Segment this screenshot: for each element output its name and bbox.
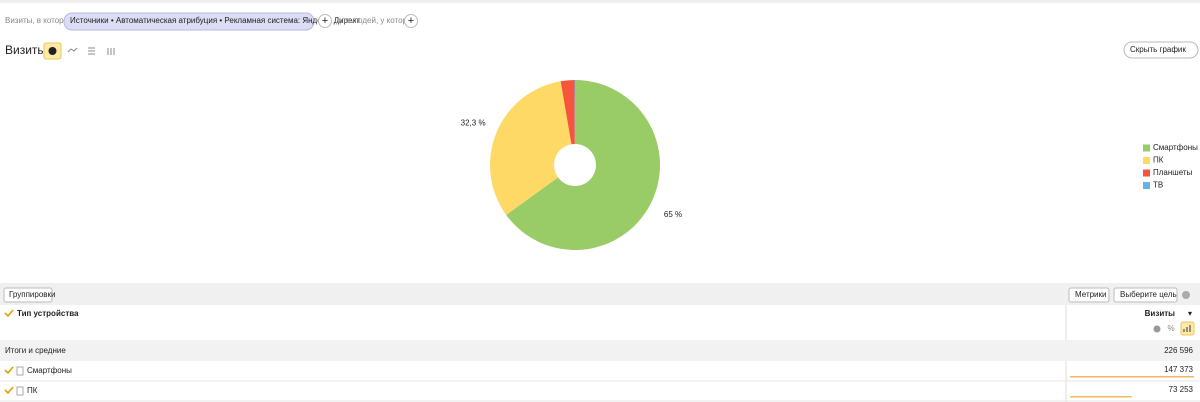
value-bar (1070, 376, 1194, 378)
filter-prefix: Визиты, в которых (5, 16, 73, 25)
filter-chip[interactable] (63, 12, 315, 31)
top-edge (0, 0, 1200, 3)
goal-text: Выберите цель (1120, 290, 1177, 299)
table-rows: Смартфоны 147 373 ПК 73 253 (0, 365, 1200, 402)
report-title: Визиты (5, 43, 46, 57)
device-icon (16, 386, 24, 396)
legend: Смартфоны ПК Планшеты ТВ (1143, 143, 1198, 190)
legend-swatch (1143, 144, 1150, 152)
area-view-button[interactable] (88, 47, 95, 55)
filter-suffix: для людей, у которых (336, 16, 417, 25)
value-bar (1070, 396, 1132, 398)
legend-swatch (1143, 182, 1150, 189)
legend-label: ТВ (1153, 181, 1163, 190)
metrics-button[interactable] (1068, 287, 1110, 303)
add-button[interactable] (404, 14, 418, 28)
table-toolbar (0, 283, 1200, 305)
pie-slice (506, 80, 661, 251)
pie-slice (560, 80, 575, 145)
groupings-text: Группировки (9, 290, 56, 299)
checkbox[interactable] (4, 309, 14, 318)
legend-label: Планшеты (1153, 168, 1193, 177)
legend-label: ПК (1153, 156, 1164, 165)
pie-toggle[interactable] (1153, 325, 1161, 333)
sort-arrow[interactable]: ▾ (1188, 309, 1192, 318)
dimension-header: Тип устройства (17, 309, 79, 318)
pie-icon (48, 47, 57, 55)
settings-icon[interactable] (1182, 291, 1190, 299)
hide-chart-button[interactable] (1123, 41, 1199, 59)
row-name: Смартфоны (27, 366, 72, 375)
checkbox[interactable] (4, 366, 14, 375)
pie-slice (574, 80, 575, 145)
plus: + (408, 15, 414, 27)
totals-label: Итоги и средние (5, 346, 66, 355)
device-icon (16, 366, 24, 376)
add-button[interactable] (318, 14, 332, 28)
legend-swatch (1143, 169, 1150, 177)
slice-label: 65 % (664, 210, 682, 219)
totals-value: 226 596 (1164, 346, 1193, 355)
chip-close[interactable]: × (304, 16, 309, 25)
metric-header: Визиты (1145, 309, 1176, 318)
goal-button[interactable] (1113, 287, 1178, 303)
totals-row (0, 340, 1200, 361)
pie-chart: 65 % 32,3 % (461, 80, 682, 251)
slice-label: 32,3 % (461, 119, 486, 128)
plus: + (322, 15, 328, 27)
checkbox[interactable] (4, 386, 14, 395)
hide-chart-text: Скрыть график (1130, 45, 1186, 54)
filter-chip-text: Источники • Автоматическая атрибуция • Р… (70, 16, 360, 25)
line-view-button[interactable] (67, 47, 78, 53)
legend-label: Смартфоны (1153, 143, 1198, 152)
metrics-text: Метрики (1075, 290, 1107, 299)
legend-swatch (1143, 157, 1150, 164)
row-value: 73 253 (1169, 385, 1194, 394)
pie-slice (489, 81, 572, 215)
groupings-button[interactable] (3, 287, 53, 303)
bar-view-button[interactable] (107, 48, 115, 55)
row-value: 147 373 (1164, 365, 1193, 374)
row-name: ПК (27, 386, 38, 395)
bars-icon (1183, 325, 1191, 332)
percent-toggle[interactable]: % (1167, 324, 1174, 333)
